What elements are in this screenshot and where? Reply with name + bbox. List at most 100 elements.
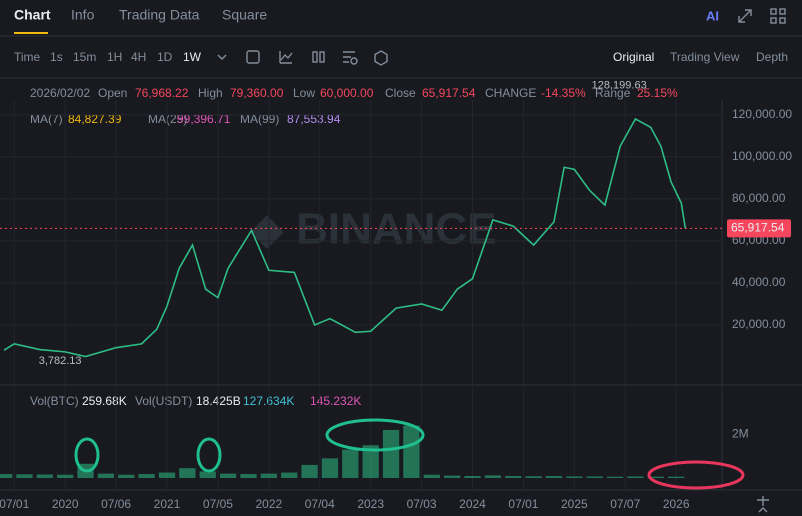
volume-bar [382, 429, 400, 478]
volume-bar [260, 473, 277, 478]
ai-button[interactable]: AI [706, 8, 719, 23]
x-tick-label: 07/04 [305, 497, 335, 511]
info-value: 76,968.22 [135, 86, 189, 100]
last-price-box [727, 219, 791, 238]
volume-bar [199, 471, 216, 478]
info-label: Close [385, 86, 416, 100]
icon[interactable] [312, 51, 318, 63]
info-value: 65,917.54 [422, 86, 476, 100]
volume-bar [505, 476, 522, 478]
icon[interactable] [350, 57, 358, 65]
info-label: High [198, 86, 223, 100]
highlight-circle [647, 460, 745, 490]
volume-bar [525, 476, 542, 478]
volume-bar [158, 472, 176, 478]
interval[interactable]: 1D [157, 50, 173, 64]
info-label: Low [293, 86, 315, 100]
x-tick-label: 07/07 [610, 497, 640, 511]
price-annotation: 3,782.13 [39, 355, 82, 367]
volume-bar [443, 475, 461, 478]
x-tick-label: 07/06 [101, 497, 131, 511]
tab[interactable]: Chart [14, 7, 51, 23]
y-tick-label: 2M [732, 426, 749, 440]
x-tick-label: 07/03 [407, 497, 437, 511]
vol-name: Vol(BTC) [30, 394, 79, 408]
tab[interactable]: Square [222, 7, 267, 23]
interval[interactable]: 1H [107, 50, 122, 64]
volume-bar [403, 425, 420, 478]
tab[interactable]: Info [71, 7, 95, 23]
y-tick-label: 20,000.00 [732, 317, 786, 331]
volume-bar [566, 476, 583, 478]
volume-bar [0, 474, 13, 478]
volume-bar [586, 476, 603, 478]
dropdown[interactable] [217, 54, 227, 60]
view-option[interactable]: Trading View [670, 50, 740, 64]
scroll-icon[interactable] [757, 496, 769, 513]
volume-bar [301, 464, 318, 478]
info-value: 25.15% [637, 86, 678, 100]
volume-bar [179, 468, 196, 478]
expand-icon[interactable] [738, 9, 752, 23]
view-option[interactable]: Original [613, 50, 654, 64]
tab-underline [14, 32, 48, 34]
volume-bar [97, 473, 115, 478]
x-tick-label: 2021 [154, 497, 181, 511]
grid-icon[interactable] [770, 8, 777, 15]
interval[interactable]: 4H [131, 50, 146, 64]
volume-bar [16, 474, 33, 478]
price-annotation: 128,199.63 [592, 79, 647, 91]
interval[interactable]: 1s [50, 50, 63, 64]
volume-bar [36, 474, 53, 478]
vol-value: 145.232K [310, 394, 361, 408]
view-option[interactable]: Depth [756, 50, 788, 64]
volume-bar [423, 474, 440, 478]
highlights [74, 418, 745, 490]
volume-bar [138, 474, 155, 478]
volume-bar [627, 476, 644, 478]
info-date: 2026/02/02 [30, 86, 90, 100]
volume-bar [464, 476, 481, 478]
volume-bar [57, 474, 74, 478]
info-label: Open [98, 86, 127, 100]
volume-bar [118, 474, 135, 478]
icon[interactable] [319, 51, 325, 63]
highlight-circle [325, 418, 425, 452]
volume-bar [484, 475, 502, 478]
ma-value: 84,827.39 [68, 112, 122, 126]
watermark: ◆ BINANCE [250, 205, 497, 254]
x-tick-label: 2023 [357, 497, 384, 511]
vol-value: 259.68K [82, 394, 127, 408]
tab[interactable]: Trading Data [119, 7, 200, 23]
y-tick-label: 80,000.00 [732, 191, 786, 205]
volume-bar [342, 449, 359, 478]
interval[interactable]: 15m [73, 50, 96, 64]
x-tick-label: 07/01 [0, 497, 30, 511]
interval[interactable]: 1W [183, 50, 202, 64]
volume-bar [606, 476, 624, 478]
toolbar-icons [217, 8, 786, 513]
x-tick-label: 2025 [561, 497, 588, 511]
y-tick-label: 40,000.00 [732, 275, 786, 289]
last-price-label: 65,917.54 [731, 221, 785, 235]
info-value: 60,000.00 [320, 86, 374, 100]
volume-bar [647, 476, 664, 478]
x-tick-label: 2020 [52, 497, 79, 511]
volume-bar [219, 473, 237, 478]
icon[interactable] [279, 51, 293, 64]
x-tick-label: 2022 [255, 497, 282, 511]
price-line [3, 117, 687, 358]
icon[interactable] [343, 51, 355, 63]
icon[interactable] [374, 50, 388, 66]
x-tick-label: 07/05 [203, 497, 233, 511]
x-tick-label: 2024 [459, 497, 486, 511]
info-value: 79,360.00 [230, 86, 284, 100]
y-tick-label: 120,000.00 [732, 107, 792, 121]
icon[interactable] [246, 50, 260, 64]
volume-bar [545, 476, 563, 478]
volume-bar [281, 472, 298, 478]
ma-name: MA(99) [240, 112, 279, 126]
volume-bar [240, 474, 257, 478]
volume-bar [362, 445, 379, 478]
